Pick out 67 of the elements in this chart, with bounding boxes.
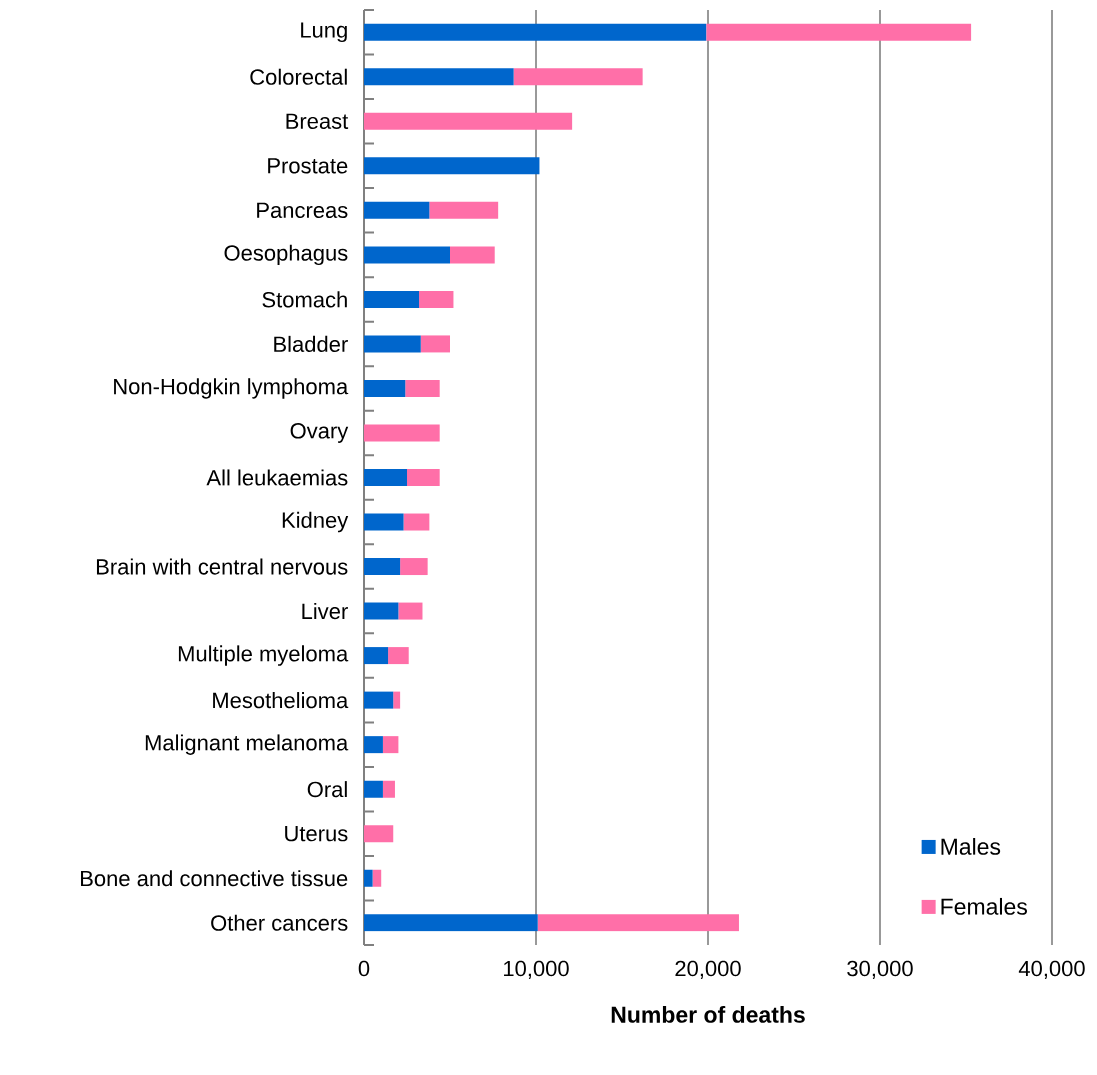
bar <box>364 201 430 219</box>
bar <box>364 558 401 576</box>
bar <box>364 513 404 531</box>
y-tick-label: Colorectal <box>250 68 347 85</box>
bar <box>388 647 409 665</box>
y-tick-label: All leukaemias <box>206 469 348 486</box>
bar <box>364 23 707 41</box>
bar <box>364 691 394 709</box>
bar <box>706 23 972 41</box>
bar <box>364 112 573 130</box>
bar <box>398 602 423 620</box>
bar <box>364 335 421 353</box>
bar <box>429 201 499 219</box>
x-tick-label: 40,000 <box>1018 960 1085 979</box>
bar <box>364 379 406 397</box>
bar <box>450 246 495 264</box>
bar <box>537 914 739 932</box>
y-tick-label: Prostate <box>268 158 348 174</box>
x-tick-label: 20,000 <box>675 960 741 979</box>
bar <box>364 602 399 620</box>
x-tick-label: 0 <box>358 960 370 977</box>
bar <box>364 647 389 665</box>
bar <box>393 691 401 709</box>
y-tick-label: Malignant melanoma <box>145 734 349 755</box>
bar <box>364 780 383 798</box>
bar <box>420 335 450 353</box>
y-tick-label: Multiple myeloma <box>178 645 349 666</box>
x-tick-label: 30,000 <box>847 960 913 979</box>
y-tick-label: Bone and connective tissue <box>81 870 348 887</box>
y-tick-label: Stomach <box>262 291 347 308</box>
bar <box>382 736 399 754</box>
x-tick-label: 10,000 <box>504 960 569 979</box>
y-tick-label: Non-Hodgkin lymphoma <box>114 378 349 399</box>
bar <box>382 780 395 798</box>
bar <box>364 914 538 932</box>
y-tick-label: Ovary <box>290 423 349 443</box>
y-tick-label: Kidney <box>282 511 349 533</box>
bar <box>364 424 440 442</box>
y-tick-label: Oesophagus <box>224 244 348 266</box>
bar <box>407 469 440 486</box>
x-axis-title: Number of deaths <box>611 1005 805 1023</box>
bar <box>364 246 450 264</box>
y-tick-label: Uterus <box>285 826 348 842</box>
y-tick-label: Liver <box>302 603 348 620</box>
y-tick-label: Lung <box>301 22 347 43</box>
y-tick-label: Bladder <box>274 335 348 353</box>
y-tick-label: Oral <box>307 781 347 798</box>
y-tick-label: Brain with central nervous <box>96 558 348 575</box>
bar <box>403 513 430 531</box>
bar <box>364 469 408 486</box>
y-tick-label: Mesothelioma <box>213 692 349 709</box>
y-tick-label: Breast <box>286 113 349 129</box>
bar <box>364 736 383 754</box>
bar <box>372 869 382 887</box>
bar <box>400 558 428 576</box>
bar <box>364 68 514 86</box>
legend-label: Males <box>941 837 1001 855</box>
bar <box>364 869 373 887</box>
legend-label: Females <box>941 897 1027 915</box>
y-tick-label: Other cancers <box>211 914 348 931</box>
bar <box>364 157 540 175</box>
y-tick-label: Pancreas <box>257 202 348 219</box>
bar <box>364 825 394 843</box>
bar <box>513 68 643 86</box>
bar <box>364 290 420 308</box>
bar <box>419 290 454 308</box>
bar <box>405 379 440 397</box>
